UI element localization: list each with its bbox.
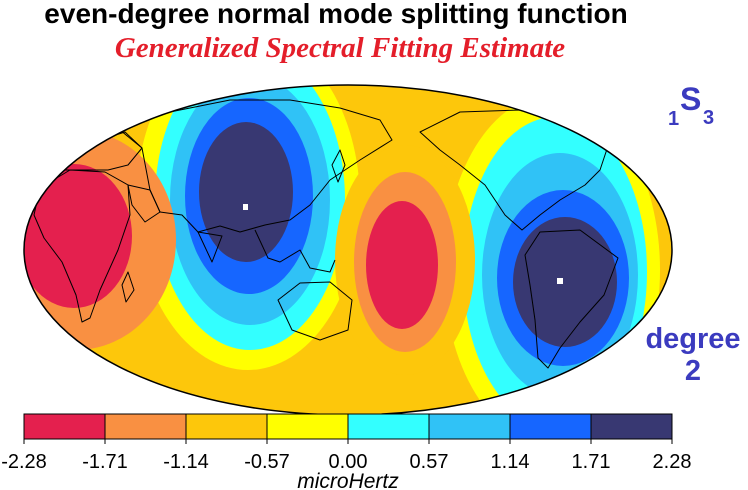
highlight-south-america <box>557 278 563 284</box>
colorbar-swatch <box>23 413 106 440</box>
coast-japan <box>331 149 346 183</box>
svg-text:S: S <box>680 81 701 117</box>
colorbar-tick-label: 0.57 <box>410 451 449 473</box>
highlight-asia <box>243 204 248 210</box>
colorbar-unit-label: microHertz <box>297 470 399 490</box>
colorbar-tick-label: 1.71 <box>572 451 611 473</box>
coast-australia <box>277 281 353 341</box>
colorbar-tick-label: -0.57 <box>244 451 290 473</box>
mode-label: 1 S 3 <box>668 81 714 130</box>
colorbar-tick-label: 0.00 <box>329 451 368 473</box>
colorbar-tick-label: -1.71 <box>82 451 128 473</box>
degree-word-label: degree <box>645 323 740 355</box>
colorbar-swatch <box>509 413 592 440</box>
coast-south-america <box>524 229 619 369</box>
coast-madagascar <box>121 271 135 303</box>
coast-greenland <box>539 93 601 123</box>
colorbar-swatch <box>266 413 349 440</box>
colorbar-swatch <box>185 413 268 440</box>
coast-eurasia-north <box>119 99 393 233</box>
colorbar-swatch <box>428 413 511 440</box>
coast-southeast-asia <box>254 229 336 273</box>
positive-anomaly-asia <box>136 85 360 370</box>
negative-anomaly-pacific <box>335 145 475 375</box>
colorbar-tick-label: 1.14 <box>491 451 530 473</box>
coast-arabia <box>127 184 161 223</box>
colorbar-swatch <box>104 413 187 440</box>
degree-value-label: 2 <box>685 355 701 387</box>
coast-africa <box>33 169 131 323</box>
colorbar: -2.28 -1.71 -1.14 -0.57 0.00 0.57 1.14 1.71 2.28… <box>1 413 692 490</box>
colorbar-tick-label: 2.28 <box>653 451 692 473</box>
globe-map <box>23 84 673 416</box>
colorbar-swatch <box>590 413 673 440</box>
coastlines <box>33 93 619 369</box>
figure-title: even-degree normal mode splitting functi… <box>44 0 627 29</box>
positive-anomaly-south-america <box>444 95 660 415</box>
svg-text:1: 1 <box>668 108 679 130</box>
svg-text:3: 3 <box>703 107 714 129</box>
colorbar-tick-label: -2.28 <box>1 451 47 473</box>
colorbar-tick-label: -1.14 <box>163 451 209 473</box>
figure-subtitle: Generalized Spectral Fitting Estimate <box>115 32 565 64</box>
coast-india <box>197 231 223 263</box>
colorbar-swatch <box>347 413 430 440</box>
